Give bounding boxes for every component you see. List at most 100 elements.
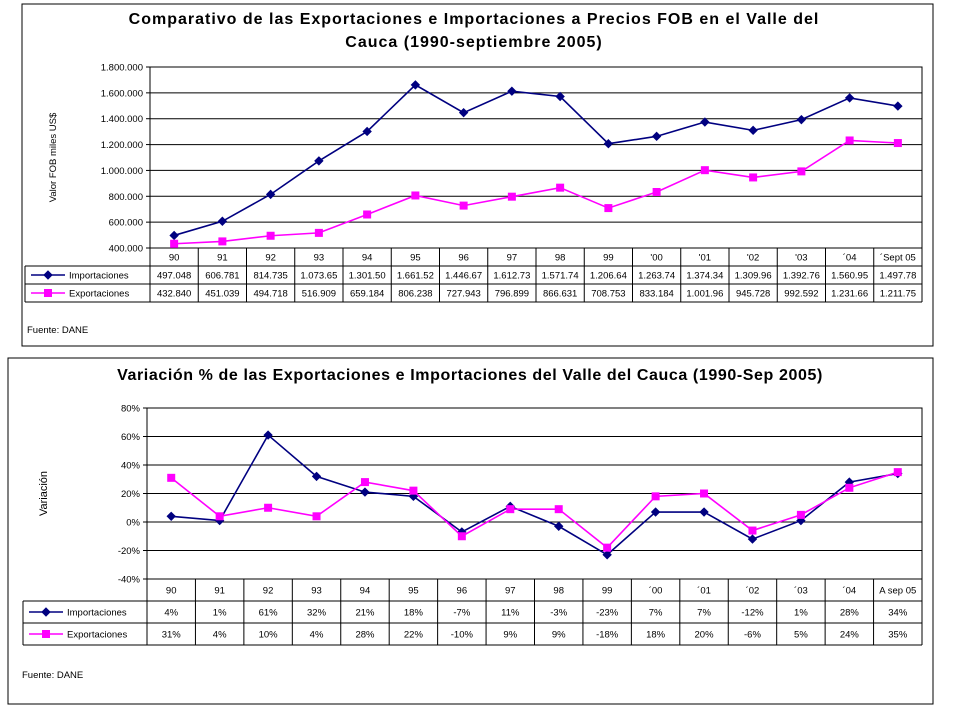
data-label: 32%	[307, 608, 327, 619]
data-label: 61%	[259, 608, 279, 619]
data-label: 11%	[501, 608, 520, 619]
data-label: 866.631	[543, 289, 577, 300]
chart-variation-percent: Variación % de las Exportaciones e Impor…	[7, 357, 934, 705]
data-label: 1%	[213, 608, 227, 619]
data-label: 9%	[552, 630, 566, 641]
data-point-exportaciones	[218, 237, 227, 246]
data-label: 1.497.78	[879, 271, 916, 282]
data-label: 1.661.52	[397, 271, 434, 282]
chart-fob-comparison: Comparativo de las Exportaciones e Impor…	[21, 3, 934, 347]
data-label: 31%	[162, 630, 182, 641]
data-label: 1.263.74	[638, 271, 675, 282]
legend-series-name: Exportaciones	[69, 289, 129, 300]
data-point-importaciones	[650, 507, 661, 517]
legend-series-name: Exportaciones	[67, 630, 127, 641]
data-label: 833.184	[639, 289, 673, 300]
data-point-exportaciones	[554, 505, 563, 514]
data-label: 806.238	[398, 289, 432, 300]
y-tick-label: 1.600.000	[101, 88, 143, 99]
data-point-exportaciones	[700, 166, 709, 175]
y-axis-label: Valor FOB miles US$	[48, 112, 59, 202]
source-note: Fuente: DANE	[27, 325, 88, 336]
data-label: -3%	[550, 608, 567, 619]
y-tick-label: 40%	[121, 461, 141, 472]
data-point-importaciones	[699, 507, 709, 517]
x-category-label: ´Sept 05	[880, 253, 916, 264]
data-label: 7%	[697, 608, 711, 619]
x-category-label: 99	[603, 253, 614, 264]
x-category-label: 94	[360, 586, 371, 597]
data-label: 708.753	[591, 289, 625, 300]
legend-key-marker	[43, 270, 53, 280]
plot-area	[149, 66, 923, 249]
data-point-exportaciones	[797, 167, 806, 176]
data-label: 7%	[649, 608, 663, 619]
data-point-exportaciones	[411, 191, 420, 200]
data-point-exportaciones	[314, 228, 323, 237]
data-point-importaciones	[362, 126, 372, 137]
data-point-exportaciones	[363, 210, 372, 219]
source-note: Fuente: DANE	[22, 670, 83, 681]
data-point-exportaciones	[845, 483, 854, 492]
data-point-importaciones	[893, 101, 903, 111]
data-label: -23%	[596, 608, 619, 619]
y-tick-label: 80%	[121, 404, 141, 415]
data-point-exportaciones	[603, 543, 612, 552]
data-label: 992.592	[784, 289, 818, 300]
data-point-importaciones	[603, 139, 614, 149]
y-tick-label: 1.000.000	[101, 166, 143, 177]
x-category-label: ´01	[697, 586, 711, 597]
data-point-importaciones	[169, 230, 179, 241]
data-point-importaciones	[507, 86, 517, 96]
data-label: 18%	[404, 608, 424, 619]
data-point-importaciones	[360, 487, 370, 497]
data-point-exportaciones	[506, 505, 515, 514]
data-point-importaciones	[554, 521, 564, 531]
x-category-label: 95	[408, 586, 419, 597]
y-tick-label: 400.000	[109, 244, 143, 255]
y-tick-label: 1.400.000	[101, 114, 143, 125]
data-point-importaciones	[748, 125, 758, 136]
data-label: 432.840	[157, 289, 191, 300]
data-label: 35%	[888, 630, 908, 641]
data-label: 18%	[646, 630, 666, 641]
data-label: 21%	[355, 608, 375, 619]
data-point-exportaciones	[459, 201, 468, 210]
data-label: 1.309.96	[735, 271, 772, 282]
x-category-label: 91	[214, 586, 225, 597]
data-label: 28%	[840, 608, 860, 619]
data-point-exportaciones	[651, 492, 660, 501]
x-category-label: 96	[458, 253, 469, 264]
data-point-exportaciones	[264, 503, 273, 512]
x-category-label: ´02	[746, 586, 760, 597]
data-label: 9%	[503, 630, 517, 641]
data-label: -10%	[451, 630, 474, 641]
data-label: 497.048	[157, 271, 191, 282]
x-category-label: '01	[699, 253, 711, 264]
data-label: 494.718	[253, 289, 287, 300]
data-point-exportaciones	[507, 192, 516, 201]
data-point-exportaciones	[893, 139, 902, 148]
series-line-importaciones	[171, 433, 898, 556]
x-category-label: ´04	[843, 253, 857, 264]
x-category-label: ´03	[794, 586, 808, 597]
y-axis-label: Variación	[38, 471, 50, 516]
data-point-exportaciones	[652, 187, 661, 196]
data-label: 1.612.73	[493, 271, 530, 282]
data-label: -12%	[741, 608, 764, 619]
data-label: 20%	[695, 630, 715, 641]
data-point-importaciones	[263, 430, 273, 440]
x-category-label: ´00	[649, 586, 663, 597]
legend-series-name: Importaciones	[67, 608, 127, 619]
data-label: 4%	[213, 630, 227, 641]
x-category-label: 90	[169, 253, 180, 264]
data-label: 1.446.67	[445, 271, 482, 282]
x-category-label: 92	[263, 586, 274, 597]
data-label: 1.392.76	[783, 271, 820, 282]
data-label: 1.001.96	[686, 289, 723, 300]
series-line-importaciones	[173, 83, 899, 237]
data-label: 1.211.75	[880, 289, 916, 300]
y-tick-label: -20%	[118, 546, 141, 557]
x-category-label: 97	[507, 253, 518, 264]
